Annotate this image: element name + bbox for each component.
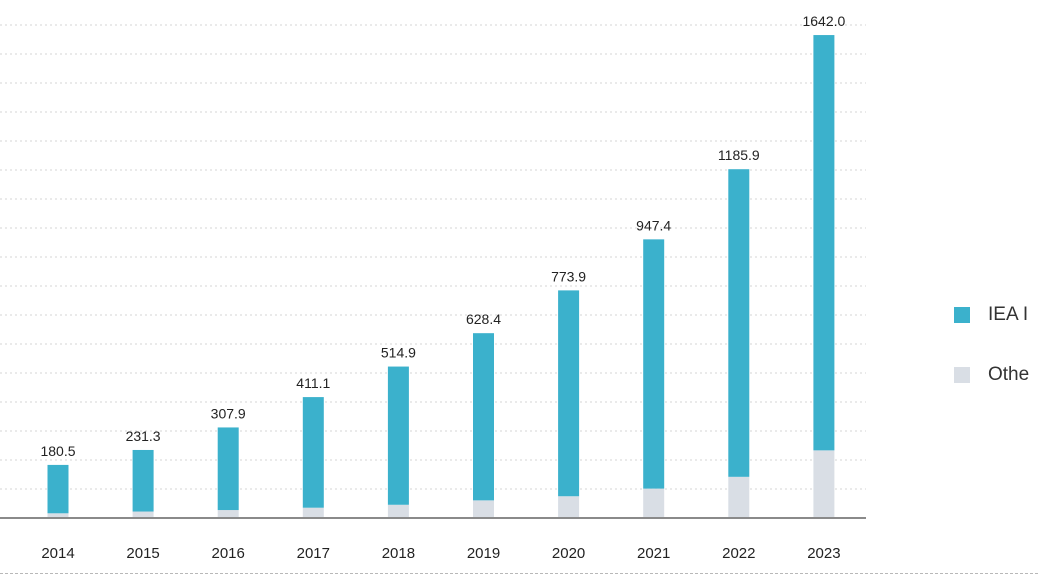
bar-segment-series-2-2023 — [813, 450, 835, 518]
total-label-2020: 773.9 — [551, 268, 586, 284]
bar-segment-series-2-2015 — [132, 511, 154, 518]
x-tick-label-2021: 2021 — [637, 545, 670, 562]
x-tick-label-2016: 2016 — [212, 545, 245, 562]
bar-segment-series-2-2018 — [387, 504, 409, 518]
x-tick-label-2015: 2015 — [126, 545, 159, 562]
bar-segment-series-1-2017 — [302, 397, 324, 508]
legend-item-series-1: IEA I — [954, 300, 1038, 330]
total-label-2022: 1185.9 — [718, 147, 760, 163]
bar-segment-series-1-2022 — [728, 169, 750, 477]
x-tick-label-2014: 2014 — [41, 545, 74, 562]
gridlines — [0, 24, 866, 490]
legend: IEA I Othe — [954, 300, 1038, 420]
legend-swatch-series-1 — [954, 307, 970, 323]
legend-swatch-series-2 — [954, 367, 970, 383]
bar-segment-series-1-2021 — [643, 239, 665, 489]
bar-segment-series-1-2014 — [47, 464, 69, 514]
bar-segment-series-1-2019 — [473, 333, 494, 501]
legend-label-series-2: Othe — [988, 364, 1030, 385]
total-label-2018: 514.9 — [381, 345, 416, 361]
bar-segment-series-1-2020 — [558, 290, 580, 497]
legend-label-series-1: IEA I — [988, 304, 1029, 325]
total-label-2014: 180.5 — [40, 443, 75, 459]
bar-segment-series-1-2015 — [132, 449, 154, 512]
bar-segment-series-2-2017 — [302, 507, 324, 518]
bar-segment-series-2-2014 — [47, 513, 69, 518]
total-label-2017: 411.1 — [296, 375, 330, 391]
x-tick-label-2017: 2017 — [297, 545, 330, 562]
bar-segment-series-1-2016 — [217, 427, 239, 511]
bottom-dashed-rule — [0, 573, 1038, 574]
total-label-2023: 1642.0 — [802, 13, 845, 29]
x-tick-label-2022: 2022 — [722, 545, 755, 562]
bar-segment-series-1-2023 — [813, 35, 835, 451]
x-tick-labels: 2014 2015 2016 2017 2018 2019 2020 2021 2022 2023 — [41, 545, 840, 562]
bar-segment-series-2-2022 — [728, 476, 750, 518]
bar-segment-series-2-2019 — [473, 500, 494, 518]
bars — [47, 35, 835, 518]
total-label-2021: 947.4 — [636, 217, 671, 233]
bar-segment-series-2-2021 — [643, 488, 665, 518]
bar-segment-series-2-2020 — [558, 496, 580, 518]
bar-segment-series-2-2016 — [217, 510, 239, 518]
total-label-2015: 231.3 — [126, 428, 161, 444]
x-tick-label-2018: 2018 — [382, 545, 415, 562]
total-label-2019: 628.4 — [466, 311, 501, 327]
total-label-2016: 307.9 — [211, 405, 246, 421]
bar-segment-series-1-2018 — [387, 366, 409, 505]
legend-item-series-2: Othe — [954, 360, 1038, 390]
x-tick-label-2019: 2019 — [467, 545, 500, 562]
x-tick-label-2020: 2020 — [552, 545, 585, 562]
total-labels: 180.5 231.3 307.9 411.1 514.9 628.4 773.9 947.4… — [40, 13, 845, 459]
x-tick-label-2023: 2023 — [807, 545, 840, 562]
